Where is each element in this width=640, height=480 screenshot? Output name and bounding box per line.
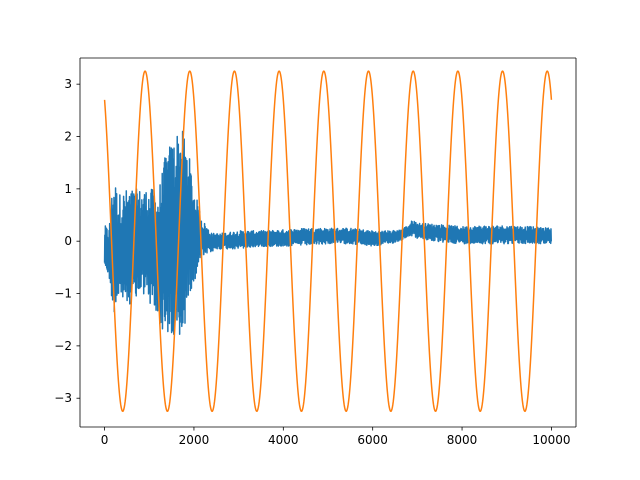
series-2-line <box>103 70 553 412</box>
y-tick-label: 1 <box>64 182 72 196</box>
y-tick-label: −3 <box>54 391 72 405</box>
x-tick-label: 6000 <box>357 433 388 447</box>
y-tick-label: 2 <box>64 130 72 144</box>
y-tick-label: −2 <box>54 339 72 353</box>
y-tick-label: 0 <box>64 234 72 248</box>
y-tick-label: −1 <box>54 287 72 301</box>
series-1-line <box>103 130 552 336</box>
axes: 0 2000 4000 6000 8000 10000 −3 −2 −1 0 1 2 3 <box>54 57 577 447</box>
x-tick-label: 0 <box>101 433 109 447</box>
plot-area <box>103 70 553 412</box>
series-group <box>103 70 553 412</box>
x-tick-label: 4000 <box>268 433 299 447</box>
y-tick-label: 3 <box>64 77 72 91</box>
x-tick-label: 2000 <box>179 433 210 447</box>
x-tick-label: 8000 <box>447 433 478 447</box>
x-tick-label: 10000 <box>532 433 570 447</box>
